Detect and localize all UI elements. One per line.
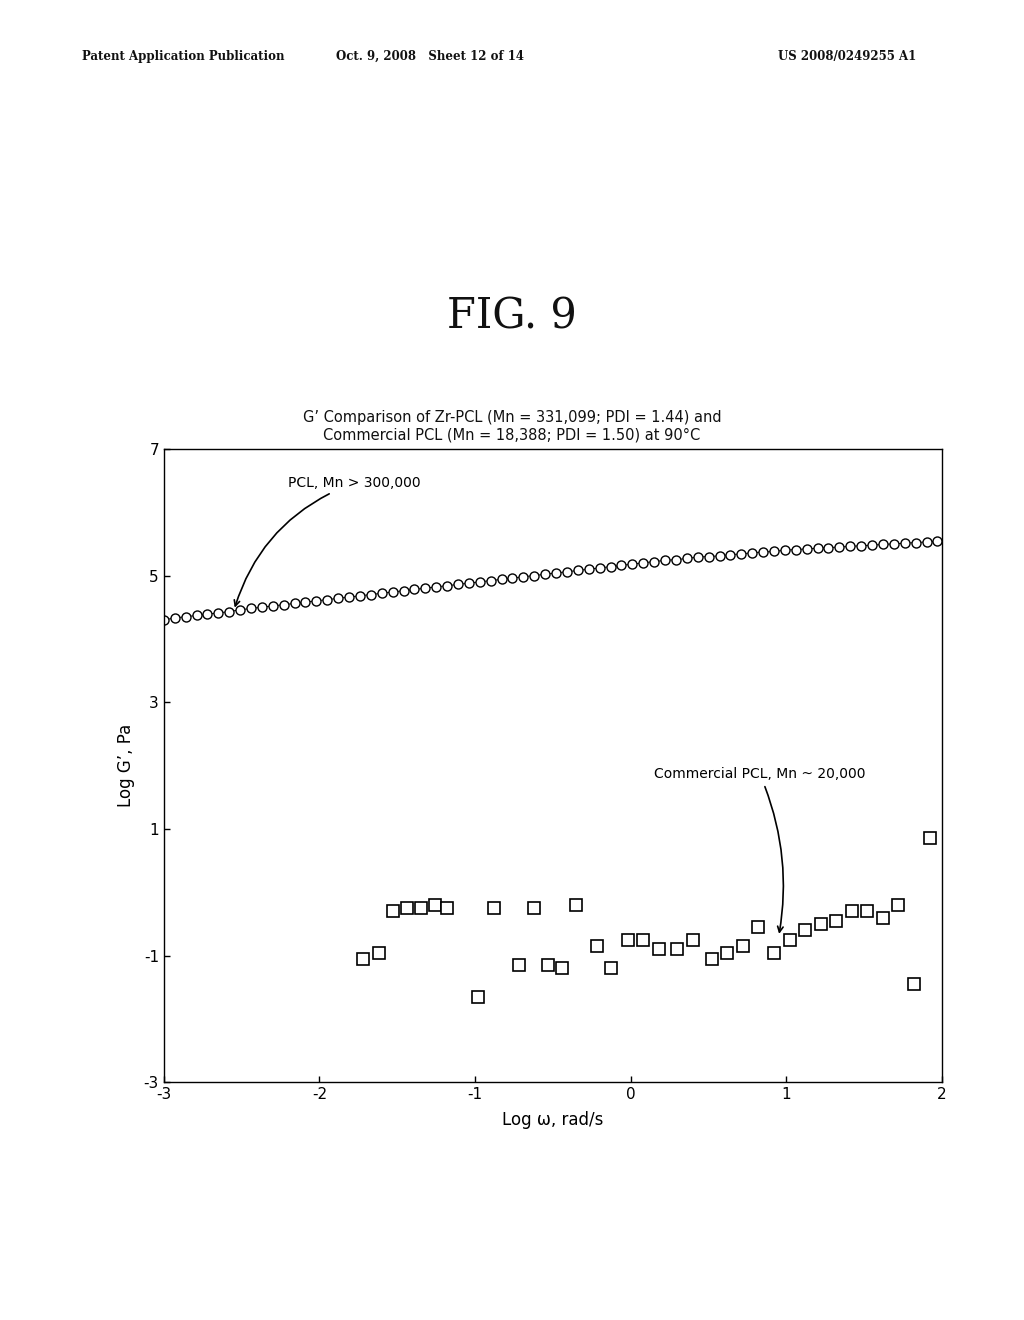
Y-axis label: Log G’, Pa: Log G’, Pa xyxy=(118,723,135,808)
Text: FIG. 9: FIG. 9 xyxy=(447,296,577,338)
Text: US 2008/0249255 A1: US 2008/0249255 A1 xyxy=(778,50,916,63)
X-axis label: Log ω, rad/s: Log ω, rad/s xyxy=(503,1110,603,1129)
Text: PCL, Mn > 300,000: PCL, Mn > 300,000 xyxy=(234,475,421,606)
Text: G’ Comparison of Zr-PCL (Mn = 331,099; PDI = 1.44) and
Commercial PCL (Mn = 18,3: G’ Comparison of Zr-PCL (Mn = 331,099; P… xyxy=(303,409,721,442)
Text: Commercial PCL, Mn ~ 20,000: Commercial PCL, Mn ~ 20,000 xyxy=(654,767,865,932)
Text: Patent Application Publication: Patent Application Publication xyxy=(82,50,285,63)
Text: Oct. 9, 2008   Sheet 12 of 14: Oct. 9, 2008 Sheet 12 of 14 xyxy=(336,50,524,63)
